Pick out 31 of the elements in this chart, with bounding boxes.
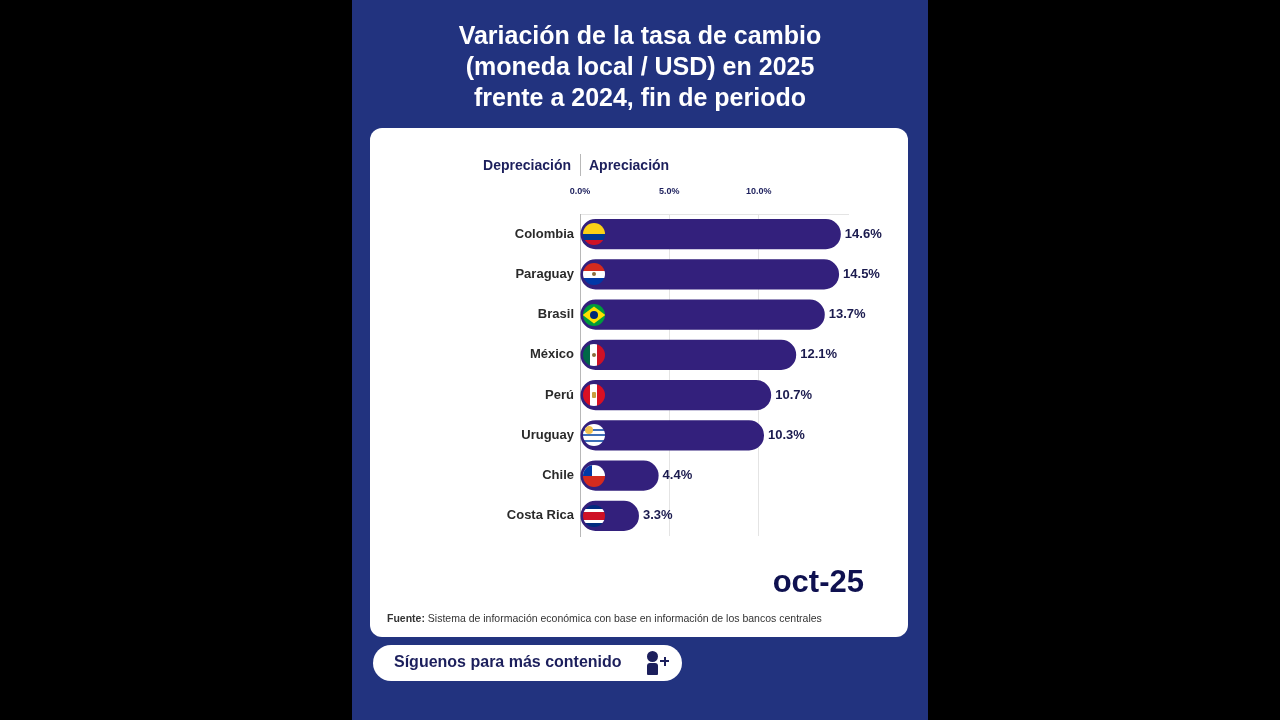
data-label: 14.6% (844, 225, 883, 241)
y-tick-label: Colombia (514, 225, 575, 241)
bar (580, 420, 765, 451)
bar (580, 219, 841, 250)
y-tick-label: Uruguay (521, 426, 575, 442)
x-tick-label: 5.0% (659, 186, 680, 197)
y-tick-label: Perú (545, 386, 575, 402)
data-label: 3.3% (642, 507, 674, 523)
bar (580, 380, 772, 411)
text: Depreciación (483, 156, 571, 174)
data-label: 10.3% (768, 426, 806, 442)
bar (580, 339, 797, 370)
data-label: 10.7% (775, 386, 813, 402)
y-tick-label: México (529, 346, 575, 362)
chart-title: Variación de la tasa de cambio (moneda local / USD) en 2025 frente a 2024, fin de periodo (457, 20, 823, 113)
source-note: Fuente: Sistema de información económica con base en información de los bancos centrales (387, 612, 822, 624)
data-label: 13.7% (828, 306, 867, 322)
data-label: 4.4% (662, 467, 693, 483)
bar (580, 259, 840, 290)
bar (580, 299, 825, 330)
data-label: 14.5% (843, 265, 881, 281)
y-tick-label: Paraguay (515, 265, 575, 281)
text: Síguenos para más contenido (394, 653, 622, 671)
x-tick-label: 0.0% (569, 186, 591, 197)
text: oct-25 (772, 564, 864, 600)
y-tick-label: Chile (542, 467, 574, 483)
y-tick-label: Costa Rica (506, 507, 575, 523)
data-label: 12.1% (800, 346, 838, 362)
y-tick-label: Brasil (537, 306, 574, 322)
x-tick-label: 10.0% (745, 186, 772, 197)
text: Apreciación (589, 156, 670, 174)
